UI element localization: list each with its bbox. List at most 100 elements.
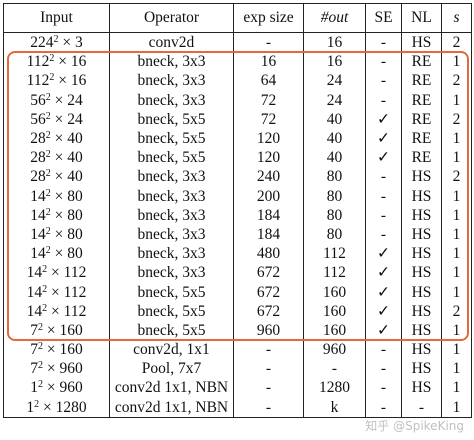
input-exponent: 2 [45,110,51,122]
cell-operator: conv2d 1x1, NBN [109,397,234,418]
cell-operator: bneck, 3x3 [109,52,234,72]
cell-nl: RE [401,52,442,72]
header-se: SE [365,3,402,33]
input-base: 112 [26,72,50,90]
cell-stride: 1 [441,186,472,206]
table-row: 142 × 80 bneck, 3x3 184 80- HS 1 [3,224,472,245]
table-row: 142 × 80 bneck, 3x3 200 80- HS 1 [3,186,472,206]
cell-operator: bneck, 3x3 [109,167,234,187]
cell-operator: bneck, 3x3 [109,186,234,206]
cell-se: - [365,378,402,398]
cell-se: ✓ [365,282,402,302]
cell-exp-size: 72 [233,109,304,129]
input-exponent: 2 [45,206,51,218]
input-exponent: 2 [49,72,55,84]
cell-stride: 1 [441,205,472,225]
cell-exp-size: 120 [233,148,304,168]
input-channels: × 24 [50,91,83,109]
cell-exp-size: - [233,340,304,360]
cell-nl: HS [401,301,442,321]
input-channels: × 16 [54,53,87,71]
cell-input: 282 × 40 [3,167,110,187]
table-row: 2242 × 3 conv2d -16- HS 2 [3,32,472,53]
cell-se: - [365,52,402,72]
table-row: 142 × 80 bneck, 3x3 184 80- HS 1 [3,205,472,225]
cell-out: 40 [303,148,366,168]
cell-exp-size: 184 [233,205,304,225]
input-base: 14 [30,245,46,263]
input-base: 14 [30,206,46,224]
input-channels: × 160 [43,341,83,359]
cell-se: - [365,224,402,245]
input-exponent: 2 [38,341,43,353]
cell-exp-size: 480 [233,244,304,264]
input-base: 28 [30,149,46,167]
input-base: 7 [30,321,38,339]
cell-se: ✓ [365,109,402,129]
input-channels: × 112 [47,264,87,282]
table-row: 142 × 112 bneck, 5x5 672 160 ✓ HS 2 [3,301,472,321]
input-base: 1 [30,379,38,397]
input-exponent: 2 [45,225,51,237]
cell-out: 16 [303,32,366,53]
cell-nl: HS [401,282,442,302]
cell-exp-size: 672 [233,282,304,302]
cell-nl: HS [401,263,442,283]
cell-input: 72 × 160 [3,340,110,360]
cell-exp-size: 960 [233,320,304,340]
table-row: 1122 × 16 bneck, 3x3 16 16- RE 1 [3,52,472,72]
header-input: Input [3,3,110,33]
cell-operator: conv2d 1x1, NBN [109,378,234,398]
table-row: 12 × 960 conv2d 1x1, NBN -1280- HS 1 [3,378,472,398]
table-row: 282 × 40 bneck, 5x5 120 40 ✓ RE 1 [3,128,472,149]
cell-exp-size: 64 [233,71,304,91]
cell-se: ✓ [365,244,402,264]
cell-input: 142 × 112 [3,301,110,321]
cell-exp-size: 184 [233,224,304,245]
cell-stride: 1 [441,359,472,379]
input-exponent: 2 [38,321,43,333]
cell-nl: RE [401,109,442,129]
input-channels: × 80 [50,225,83,243]
input-channels: × 960 [43,379,83,397]
input-exponent: 2 [53,34,59,46]
cell-input: 142 × 80 [3,244,110,264]
cell-nl: HS [401,167,442,187]
cell-input: 72 × 160 [3,320,110,340]
cell-input: 142 × 80 [3,186,110,206]
cell-out: 24 [303,90,366,110]
cell-exp-size: 240 [233,167,304,187]
input-base: 14 [30,225,46,243]
cell-out: 112 [303,263,366,283]
cell-operator: bneck, 5x5 [109,320,234,340]
table-row: 142 × 80 bneck, 3x3 480 112 ✓ HS 1 [3,244,472,264]
input-exponent: 2 [45,168,51,180]
header-exp-size: exp size [233,3,304,33]
input-channels: × 112 [47,283,87,301]
header-out: #out [303,3,366,33]
table-row: 72 × 960 Pool, 7x7- - - HS 1 [3,359,472,379]
cell-nl: RE [401,90,442,110]
cell-operator: conv2d [109,32,234,53]
cell-stride: 1 [441,244,472,264]
cell-stride: 1 [441,320,472,340]
cell-nl: HS [401,205,442,225]
table-header-row: Input Operator exp size #out SE NL s [3,3,472,33]
cell-nl: RE [401,148,442,168]
input-exponent: 2 [45,91,51,103]
cell-stride: 2 [441,32,472,53]
cell-nl: HS [401,244,442,264]
cell-operator: bneck, 5x5 [109,301,234,321]
cell-out: 160 [303,301,366,321]
cell-out: 960 [303,340,366,360]
cell-out: 80 [303,224,366,245]
input-base: 28 [30,130,46,148]
cell-se: ✓ [365,301,402,321]
cell-out: 80 [303,186,366,206]
cell-stride: 1 [441,90,472,110]
input-exponent: 2 [34,398,40,410]
cell-stride: 2 [441,167,472,187]
cell-stride: 1 [441,148,472,168]
input-base: 56 [30,110,46,128]
table-row: 142 × 112 bneck, 5x5 672 160 ✓ HS 1 [3,282,472,302]
